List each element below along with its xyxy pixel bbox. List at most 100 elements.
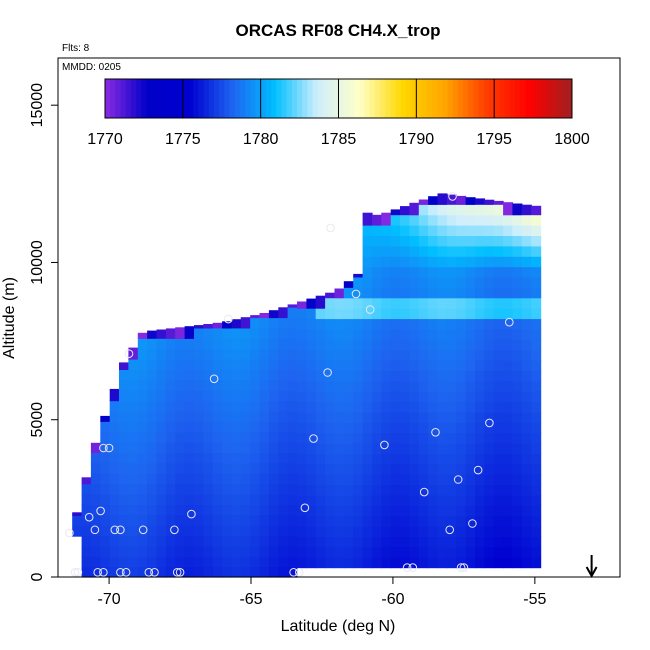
- curtain-cell: [428, 411, 439, 423]
- curtain-cell: [371, 411, 382, 423]
- curtain-cell: [437, 214, 448, 226]
- curtain-cell: [475, 235, 485, 247]
- curtain-cell: [409, 339, 420, 351]
- curtain-cell: [231, 452, 242, 464]
- curtain-cell: [278, 307, 289, 319]
- curtain-cell: [250, 400, 261, 412]
- curtain-cell: [194, 556, 204, 568]
- curtain-cell: [137, 431, 148, 443]
- curtain-cell: [418, 199, 429, 205]
- curtain-cell: [390, 411, 401, 423]
- flight-track-point: [326, 223, 335, 233]
- curtain-cell: [418, 360, 429, 371]
- curtain-cell: [437, 391, 448, 403]
- curtain-cell: [418, 422, 429, 434]
- curtain-cell: [493, 328, 504, 340]
- curtain-cell: [437, 193, 448, 205]
- curtain-cell: [418, 546, 429, 558]
- curtain-cell: [212, 431, 223, 443]
- curtain-cell: [278, 379, 289, 391]
- curtain-cell: [531, 205, 542, 216]
- colorbar-swatch: [193, 79, 199, 118]
- curtain-cell: [137, 369, 148, 381]
- curtain-cell: [400, 225, 410, 236]
- curtain-cell: [418, 204, 429, 216]
- curtain-cell: [147, 421, 158, 433]
- curtain-cell: [165, 483, 176, 495]
- curtain-cell: [250, 514, 261, 526]
- curtain-cell: [343, 328, 354, 340]
- colorbar-swatch: [395, 79, 402, 118]
- curtain-cell: [521, 505, 532, 517]
- curtain-cell: [287, 566, 298, 578]
- curtain-cell: [531, 360, 542, 371]
- curtain-cell: [137, 332, 148, 339]
- curtain-cell: [400, 256, 410, 268]
- colorbar-swatch: [307, 79, 314, 118]
- curtain-cell: [334, 380, 345, 392]
- colorbar-swatch: [203, 79, 210, 118]
- curtain-cell: [203, 452, 214, 464]
- curtain-cell: [437, 370, 448, 382]
- curtain-cell: [371, 235, 382, 247]
- curtain-cell: [287, 483, 298, 495]
- curtain-cell: [503, 463, 514, 475]
- curtain-cell: [446, 494, 457, 506]
- curtain-cell: [325, 401, 336, 413]
- curtain-cell: [250, 379, 261, 391]
- curtain-cell: [484, 526, 495, 537]
- curtain-cell: [400, 432, 410, 444]
- curtain-cell: [334, 515, 345, 527]
- curtain-cell: [512, 214, 523, 226]
- curtain-cell: [456, 360, 467, 371]
- curtain-cell: [184, 338, 195, 350]
- curtain-cell: [231, 462, 242, 474]
- curtain-cell: [315, 484, 326, 496]
- curtain-cell: [287, 369, 298, 381]
- curtain-cell: [90, 545, 101, 557]
- curtain-cell: [493, 360, 504, 371]
- curtain-cell: [278, 483, 289, 495]
- curtain-cell: [437, 463, 448, 475]
- curtain-cell: [456, 391, 467, 403]
- colorbar-swatch: [188, 79, 194, 118]
- curtain-cell: [231, 379, 242, 391]
- curtain-cell: [418, 494, 429, 506]
- curtain-cell: [231, 421, 242, 433]
- curtain-cell: [334, 288, 345, 299]
- curtain-cell: [287, 473, 298, 485]
- curtain-cell: [531, 505, 542, 517]
- curtain-cell: [240, 359, 251, 370]
- curtain-cell: [428, 297, 439, 309]
- curtain-cell: [437, 328, 448, 340]
- curtain-cell: [353, 494, 364, 506]
- curtain-cell: [465, 422, 476, 434]
- curtain-cell: [343, 349, 354, 361]
- curtain-cell: [503, 494, 514, 506]
- curtain-cell: [109, 462, 120, 474]
- curtain-cell: [147, 379, 158, 391]
- colorbar-swatch: [250, 79, 256, 118]
- curtain-cell: [184, 483, 195, 495]
- curtain-cell: [306, 370, 317, 382]
- curtain-cell: [315, 380, 326, 392]
- curtain-cell: [437, 360, 448, 371]
- curtain-cell: [203, 369, 214, 381]
- curtain-cell: [400, 360, 410, 371]
- curtain-cell: [240, 390, 251, 402]
- curtain-cell: [521, 256, 532, 268]
- curtain-cell: [512, 370, 523, 382]
- curtain-cell: [512, 526, 523, 537]
- curtain-cell: [212, 545, 223, 557]
- curtain-cell: [456, 380, 467, 392]
- curtain-cell: [156, 329, 167, 339]
- curtain-cell: [437, 287, 448, 299]
- curtain-cell: [156, 504, 167, 516]
- curtain-cell: [231, 535, 242, 547]
- curtain-cell: [90, 535, 101, 547]
- curtain-cell: [165, 514, 176, 526]
- curtain-cell: [128, 525, 139, 537]
- curtain-cell: [325, 380, 336, 392]
- curtain-cell: [390, 287, 401, 299]
